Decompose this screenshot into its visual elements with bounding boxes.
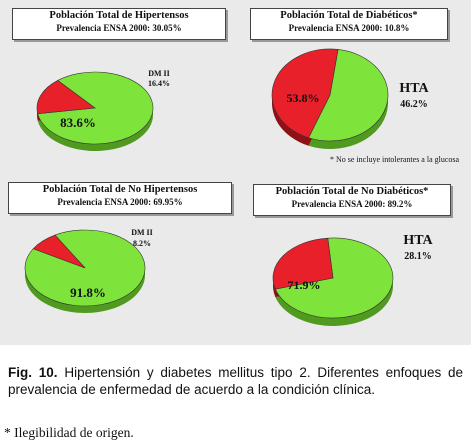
chart-1-title-box: Población Total de Hipertensos Prevalenc…	[12, 8, 226, 40]
chart-2-title: Población Total de Diabéticos*	[280, 10, 418, 21]
chart-4-title: Población Total de No Diabéticos*	[275, 186, 429, 197]
caption-label: Fig. 10.	[8, 365, 58, 380]
chart-1-category-2: DM II	[148, 69, 170, 78]
illegibility-note: * Ilegibilidad de origen.	[4, 425, 134, 440]
chart-3-label-2: 8.2%	[133, 239, 151, 248]
chart-3-label-1: 91.8%	[70, 285, 106, 300]
chart-3-slice-2	[32, 234, 86, 269]
chart-1-title: Población Total de Hipertensos	[49, 10, 189, 21]
chart-2-category-2: HTA	[399, 81, 429, 96]
chart-3-category-2: DM II	[131, 228, 153, 237]
chart-1-label-2: 16.4%	[148, 79, 170, 88]
chart-3-subtitle: Prevalencia ENSA 2000: 69.95%	[57, 197, 183, 207]
chart-4-slice-1	[274, 237, 394, 319]
chart-4-category-2: HTA	[403, 233, 433, 248]
chart-4-slice-2	[272, 237, 334, 290]
chart-2-title-box: Población Total de Diabéticos* Prevalenc…	[250, 8, 448, 40]
figure-caption: Fig. 10. Hipertensión y diabetes mellitu…	[8, 364, 463, 398]
chart-1-subtitle: Prevalencia ENSA 2000: 30.05%	[56, 23, 182, 33]
chart-1-slice-2	[36, 80, 96, 114]
chart-2-subtitle: Prevalencia ENSA 2000: 10.8%	[288, 23, 410, 33]
chart-4-title-box: Población Total de No Diabéticos* Preval…	[253, 184, 451, 216]
chart-3-title-box: Población Total de No Hipertensos Preval…	[8, 182, 232, 214]
chart-1-label-1: 83.6%	[60, 115, 96, 130]
chart-2-label-2: 46.2%	[400, 99, 428, 110]
chart-2-label-1: 53.8%	[287, 91, 320, 105]
chart-4-subtitle: Prevalencia ENSA 2000: 89.2%	[291, 199, 413, 209]
chart-3-title: Población Total de No Hipertensos	[42, 184, 198, 195]
chart-2-slice-1	[308, 49, 389, 142]
caption-text: Hipertensión y diabetes mellitus tipo 2.…	[8, 365, 463, 397]
chart-2-footnote: * No se incluye intolerantes a la glucos…	[330, 155, 460, 164]
chart-4-label-2: 28.1%	[404, 251, 432, 262]
chart-2-slice-2	[271, 48, 339, 139]
chart-4-label-1: 71.9%	[288, 278, 321, 292]
